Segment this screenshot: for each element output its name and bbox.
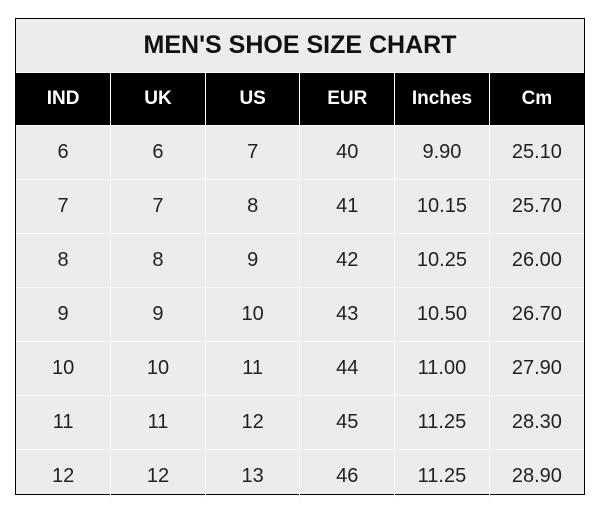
column-header-inches: Inches (394, 73, 490, 126)
cell-us: 9 (204, 233, 301, 288)
table-row: 6 6 7 40 9.90 25.10 (16, 125, 584, 180)
cell-eur: 40 (299, 125, 396, 180)
cell-inches: 10.15 (394, 179, 490, 234)
cell-cm: 28.90 (488, 449, 584, 503)
cell-uk: 10 (110, 341, 206, 396)
column-header-eur: EUR (299, 73, 396, 126)
cell-cm: 25.10 (488, 125, 584, 180)
cell-uk: 11 (110, 395, 206, 450)
table-row: 11 11 12 45 11.25 28.30 (16, 395, 584, 450)
chart-title: MEN'S SHOE SIZE CHART (16, 19, 584, 73)
cell-ind: 7 (16, 179, 112, 234)
cell-uk: 12 (110, 449, 206, 503)
cell-inches: 11.00 (394, 341, 490, 396)
cell-eur: 44 (299, 341, 396, 396)
column-header-ind: IND (16, 73, 112, 126)
cell-ind: 11 (16, 395, 112, 450)
size-chart: MEN'S SHOE SIZE CHART IND UK US EUR Inches Cm… (15, 18, 585, 503)
cell-ind: 9 (16, 287, 112, 342)
cell-uk: 8 (110, 233, 206, 288)
cell-cm: 27.90 (488, 341, 584, 396)
cell-eur: 45 (299, 395, 396, 450)
column-header-us: US (204, 73, 301, 126)
table-row: 7 7 8 41 10.15 25.70 (16, 179, 584, 234)
table-row: 8 8 9 42 10.25 26.00 (16, 233, 584, 288)
size-table: IND UK US EUR Inches Cm 6 6 7 40 9.90 25.10 7 7 8 41 10… (16, 73, 584, 503)
cell-eur: 43 (299, 287, 396, 342)
cell-eur: 41 (299, 179, 396, 234)
cell-us: 7 (204, 125, 301, 180)
table-row: 9 9 10 43 10.50 26.70 (16, 287, 584, 342)
cell-ind: 10 (16, 341, 112, 396)
header-row: IND UK US EUR Inches Cm (16, 73, 584, 126)
cell-us: 13 (204, 449, 301, 503)
cell-eur: 42 (299, 233, 396, 288)
cell-cm: 25.70 (488, 179, 584, 234)
cell-ind: 6 (16, 125, 112, 180)
cell-inches: 10.50 (394, 287, 490, 342)
cell-cm: 28.30 (488, 395, 584, 450)
cell-cm: 26.00 (488, 233, 584, 288)
cell-inches: 9.90 (394, 125, 490, 180)
cell-eur: 46 (299, 449, 396, 503)
cell-us: 8 (204, 179, 301, 234)
cell-uk: 9 (110, 287, 206, 342)
column-header-cm: Cm (488, 73, 584, 126)
table-row: 12 12 13 46 11.25 28.90 (16, 449, 584, 503)
cell-us: 11 (204, 341, 301, 396)
cell-us: 10 (204, 287, 301, 342)
cell-cm: 26.70 (488, 287, 584, 342)
cell-inches: 10.25 (394, 233, 490, 288)
cell-uk: 7 (110, 179, 206, 234)
cell-inches: 11.25 (394, 449, 490, 503)
table-row: 10 10 11 44 11.00 27.90 (16, 341, 584, 396)
cell-ind: 8 (16, 233, 112, 288)
cell-inches: 11.25 (394, 395, 490, 450)
cell-ind: 12 (16, 449, 112, 503)
cell-us: 12 (204, 395, 301, 450)
column-header-uk: UK (110, 73, 206, 126)
cell-uk: 6 (110, 125, 206, 180)
